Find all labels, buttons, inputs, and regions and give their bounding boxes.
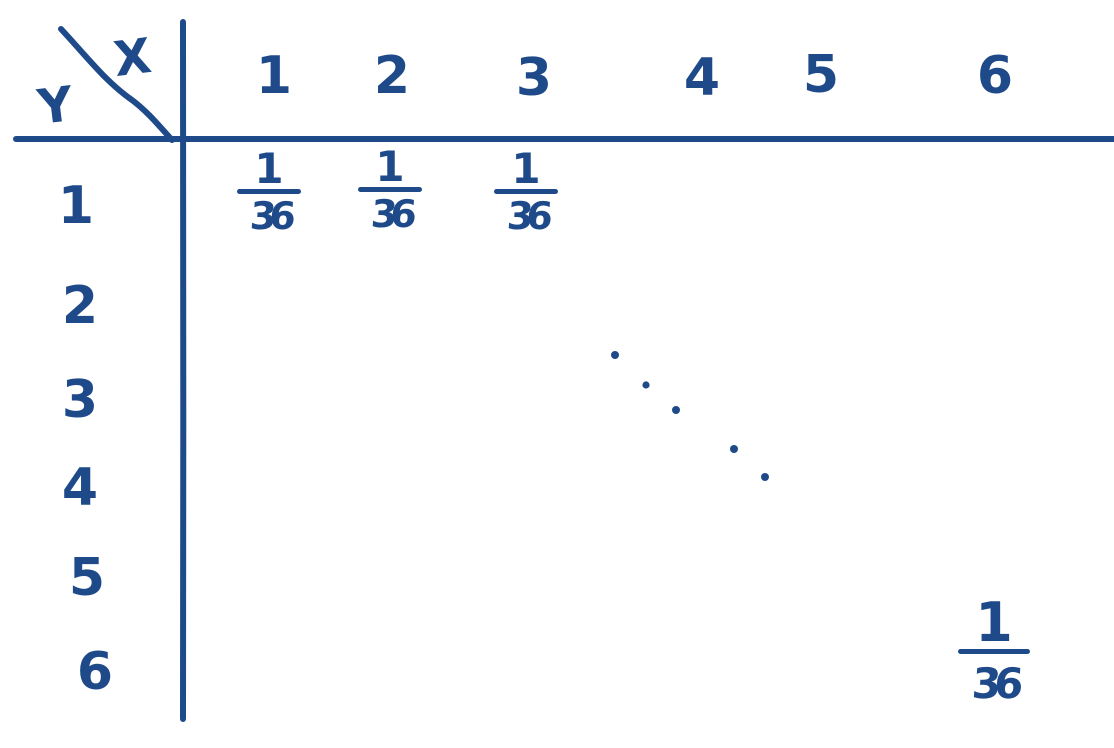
table-cell-row-1-col-2: 1 36 [347,146,433,242]
ellipsis-dot [672,406,680,414]
column-header-1: 1 [255,46,293,106]
fraction-bar [958,649,1030,654]
row-header-6: 6 [76,642,114,702]
row-header-3: 3 [61,370,99,430]
column-header-2: 2 [373,46,411,106]
fraction-bar [494,189,558,194]
y-axis-label: Y [34,76,77,136]
fraction-numerator: 1 [511,144,541,193]
ellipsis-dot [730,445,738,453]
row-header-2: 2 [61,276,99,336]
ellipsis-dot [642,381,650,389]
ellipsis-dot [761,473,769,481]
column-header-4: 4 [683,48,721,108]
fraction-bar [237,189,301,194]
column-header-6: 6 [976,46,1014,106]
fraction-numerator: 1 [375,142,405,191]
fraction-denominator: 36 [248,194,290,238]
fraction-denominator: 36 [505,194,547,238]
fraction-denominator: 36 [970,659,1018,708]
row-header-4: 4 [61,458,99,518]
fraction-denominator: 36 [369,192,411,236]
row-header-1: 1 [57,176,95,236]
fraction-numerator: 1 [975,591,1013,654]
table-cell-row-1-col-3: 1 36 [483,148,569,244]
ellipsis-dot [611,351,619,359]
corner-diagonal [58,26,175,143]
column-header-3: 3 [515,48,553,108]
table-cell-row-6-col-6: 1 36 [946,595,1042,723]
x-axis-label: X [110,27,155,89]
row-header-5: 5 [68,548,106,608]
column-header-5: 5 [802,45,840,105]
table-cell-row-1-col-1: 1 36 [226,148,312,244]
fraction-bar [358,187,422,192]
fraction-numerator: 1 [254,144,284,193]
